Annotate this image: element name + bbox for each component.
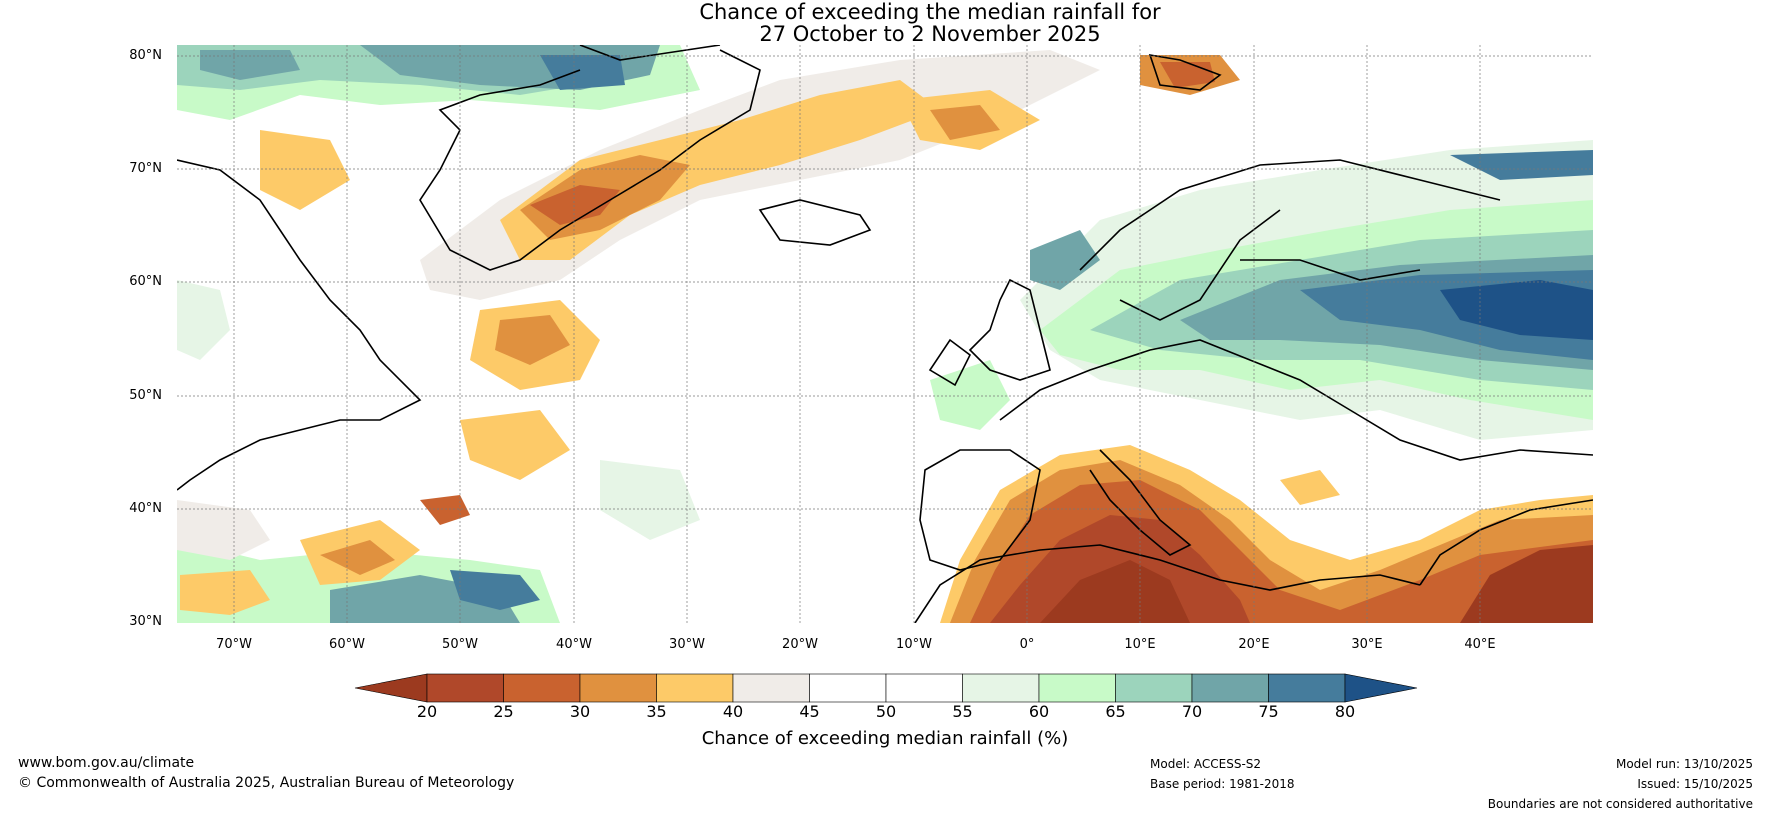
lat-label-60n: 60°N [129,274,162,289]
wet-region [200,50,300,80]
coastline-scandinavia [1079,159,1501,321]
rainfall-map [177,45,1593,623]
colorbar-tick-label: 40 [722,702,744,721]
dry-region [260,130,350,210]
colorbar-tick-label: 70 [1181,702,1203,721]
colorbar-tick-label: 80 [1334,702,1356,721]
colorbar-segment [426,673,504,703]
coastline-italy [1089,449,1192,556]
lon-label-40w: 40°W [556,637,592,652]
lat-label-30n: 30°N [129,614,162,629]
wet-region [177,280,230,360]
lon-label-0: 0° [1019,637,1035,652]
coastline-svalbard [1148,53,1222,91]
lon-label-70w: 70°W [216,637,252,652]
colorbar-segment [656,673,734,703]
colorbar-tick-label: 50 [875,702,897,721]
coastline-iberia [919,449,1041,571]
wet-region [1030,230,1100,290]
lon-label-10e: 10°E [1124,637,1156,652]
colorbar-segment [732,673,810,703]
colorbar-tick-label: 20 [416,702,438,721]
dry-region [320,540,395,575]
lon-label-30e: 30°E [1351,637,1383,652]
wet-region [600,460,700,540]
wet-region [540,55,625,90]
dry-region [1460,545,1593,623]
lon-label-60w: 60°W [329,637,365,652]
dry-region [177,500,270,560]
colorbar-segment [1115,673,1193,703]
dry-region [180,570,270,615]
colorbar-tick-label: 35 [646,702,667,721]
coastline-iceland [758,199,872,246]
lon-label-10w: 10°W [896,637,932,652]
wet-region [930,360,1010,430]
dry-region [1040,560,1190,623]
colorbar-tick-label: 45 [799,702,820,721]
lon-label-30w: 30°W [669,637,705,652]
lon-label-50w: 50°W [442,637,478,652]
lat-label-40n: 40°N [129,501,162,516]
colorbar-segment [885,673,963,703]
dry-region [930,105,1000,140]
colorbar-segment [579,673,657,703]
lon-label-40e: 40°E [1464,637,1496,652]
colorbar-tick-label: 60 [1028,702,1050,721]
footer-model-run: Model run: 13/10/2025 [1615,757,1753,771]
lat-label-80n: 80°N [129,48,162,63]
colorbar-segment [1268,673,1346,703]
dry-region [420,495,470,525]
dry-region [460,410,570,480]
colorbar-segment [1191,673,1269,703]
wet-region [1440,280,1593,340]
lon-label-20w: 20°W [782,637,818,652]
chart-title-line2: 27 October to 2 November 2025 [759,22,1101,46]
lon-label-20e: 20°E [1238,637,1270,652]
colorbar-extend-low [354,673,428,703]
chart-title-line1: Chance of exceeding the median rainfall … [699,0,1161,24]
colorbar-segment [809,673,887,703]
colorbar-tick-label: 25 [493,702,514,721]
lat-label-70n: 70°N [129,161,162,176]
colorbar-label: Chance of exceeding median rainfall (%) [701,728,1069,749]
coastline-british-isles [928,278,1051,387]
coastline-europe [999,339,1593,461]
footer-base-period: Base period: 1981-2018 [1150,777,1295,791]
dry-region [530,185,620,225]
colorbar-tick-label: 75 [1258,702,1279,721]
footer-issued: Issued: 15/10/2025 [1637,777,1753,791]
colorbar-tick-label: 30 [569,702,591,721]
colorbar-extend-high [1344,673,1418,703]
dry-region [495,315,570,365]
colorbar-segment [1038,673,1116,703]
footer-website: www.bom.gov.au/climate [18,755,195,771]
coastline-north-africa [914,544,1421,623]
dry-region [1280,470,1340,505]
colorbar-segment [503,673,581,703]
colorbar-tick-label: 55 [952,702,973,721]
colorbar-segment [962,673,1040,703]
colorbar [354,673,1418,703]
colorbar-tick-label: 65 [1105,702,1126,721]
wet-region [450,570,540,610]
footer-copyright: © Commonwealth of Australia 2025, Austra… [18,775,515,791]
footer-disclaimer: Boundaries are not considered authoritat… [1487,797,1753,811]
lat-label-50n: 50°N [129,388,162,403]
wet-region [1450,150,1593,180]
coastline-north-america [177,159,422,491]
footer-model: Model: ACCESS-S2 [1150,757,1262,771]
